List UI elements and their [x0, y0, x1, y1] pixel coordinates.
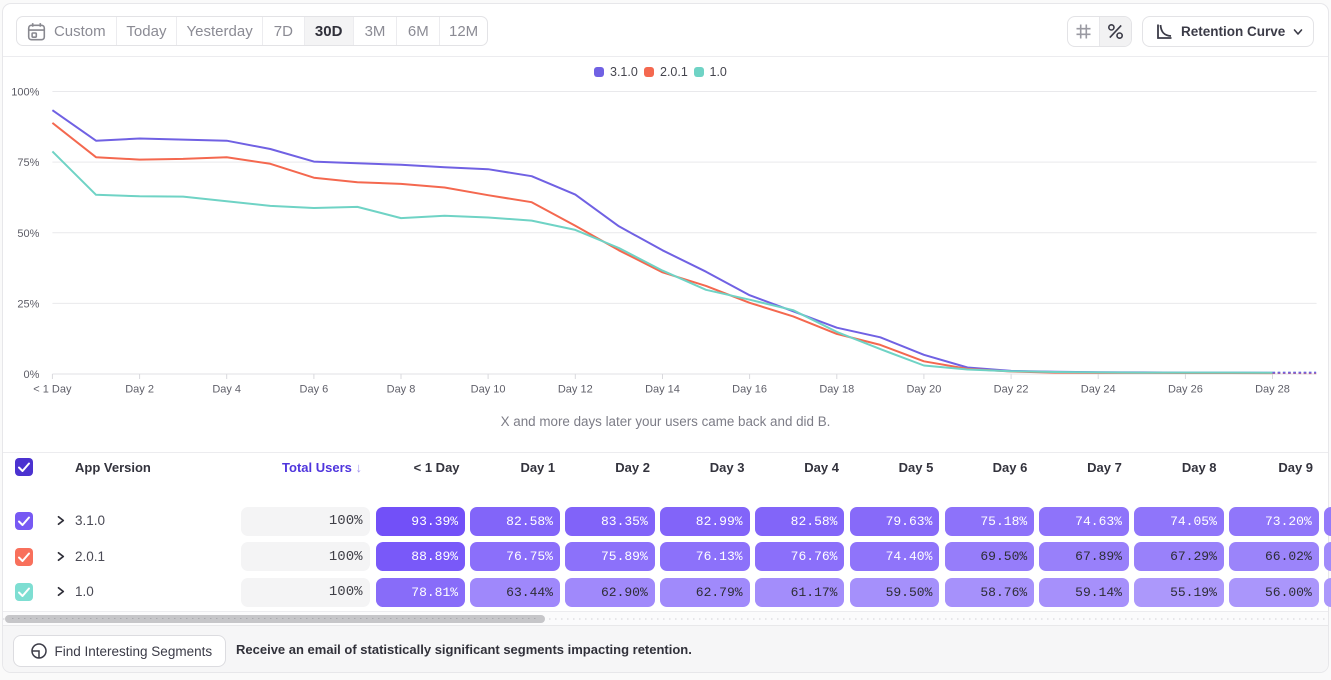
svg-text:100%: 100% — [11, 87, 39, 99]
svg-text:Day 8: Day 8 — [387, 384, 416, 396]
svg-text:Day 2: Day 2 — [125, 384, 154, 396]
svg-text:Day 12: Day 12 — [558, 384, 593, 396]
svg-text:Day 26: Day 26 — [1168, 384, 1203, 396]
svg-text:25%: 25% — [17, 298, 39, 310]
svg-text:Day 6: Day 6 — [300, 384, 329, 396]
svg-text:50%: 50% — [17, 228, 39, 240]
svg-text:Day 4: Day 4 — [212, 384, 241, 396]
svg-text:Day 22: Day 22 — [994, 384, 1029, 396]
svg-text:Day 28: Day 28 — [1255, 384, 1290, 396]
svg-text:Day 10: Day 10 — [471, 384, 506, 396]
svg-text:75%: 75% — [17, 157, 39, 169]
svg-text:Day 24: Day 24 — [1081, 384, 1116, 396]
svg-text:Day 14: Day 14 — [645, 384, 680, 396]
svg-text:0%: 0% — [23, 369, 39, 381]
svg-text:< 1 Day: < 1 Day — [33, 384, 72, 396]
svg-text:Day 18: Day 18 — [819, 384, 854, 396]
svg-text:Day 20: Day 20 — [906, 384, 941, 396]
svg-text:Day 16: Day 16 — [732, 384, 767, 396]
